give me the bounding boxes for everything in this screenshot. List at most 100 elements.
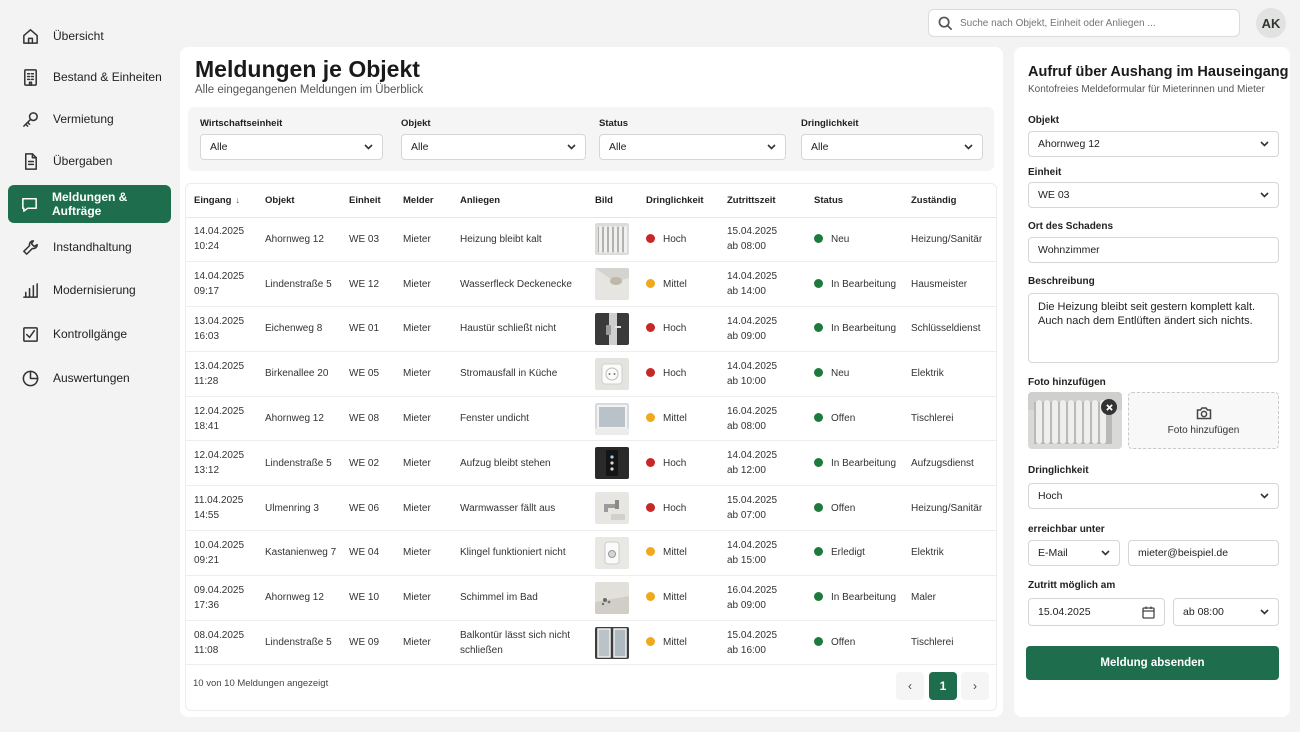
column-header-eingang[interactable]: Eingang ↓ <box>186 184 257 218</box>
table-row[interactable]: 12.04.2025 18:41 Ahornweg 12 WE 08 Mieter Fen… <box>186 396 996 442</box>
ort-input[interactable]: Wohnzimmer <box>1028 237 1279 263</box>
cell-bild[interactable] <box>587 575 638 621</box>
sidebar-item-uebergaben[interactable]: Übergaben <box>8 142 171 180</box>
search-input[interactable] <box>960 17 1230 29</box>
column-header-status[interactable]: Status <box>806 184 903 218</box>
cell-eingang: 12.04.2025 18:41 <box>186 396 257 442</box>
cell-eingang: 14.04.2025 09:17 <box>186 261 257 308</box>
pagination-prev-button[interactable]: ‹ <box>896 672 924 700</box>
contact-email-input[interactable]: mieter@beispiel.de <box>1128 540 1279 566</box>
cell-bild[interactable] <box>587 530 638 576</box>
table-row[interactable]: 14.04.2025 10:24 Ahornweg 12 WE 03 Mieter Hei… <box>186 217 996 263</box>
zutritt-time-select[interactable]: ab 08:00 <box>1173 598 1279 626</box>
table-row[interactable]: 13.04.2025 11:28 Birkenallee 20 WE 05 Mieter… <box>186 351 996 397</box>
sidebar-item-label: Vermietung <box>53 112 114 126</box>
cell-bild[interactable] <box>587 351 638 397</box>
mold-thumbnail[interactable] <box>595 581 638 614</box>
zutritt-date-input[interactable]: 15.04.2025 <box>1028 598 1165 626</box>
cell-objekt: Birkenallee 20 <box>257 351 341 397</box>
cell-zutrittszeit: 14.04.2025 ab 12:00 <box>719 440 806 487</box>
objekt-select[interactable]: Ahornweg 12 <box>1028 131 1279 157</box>
table-row[interactable]: 09.04.2025 17:36 Ahornweg 12 WE 10 Mieter Sch… <box>186 575 996 621</box>
column-header-objekt[interactable]: Objekt <box>257 184 341 218</box>
filter-label: Objekt <box>401 118 431 129</box>
cell-bild[interactable] <box>587 485 638 532</box>
building-icon <box>20 67 40 87</box>
doorbell-thumbnail[interactable] <box>595 536 638 569</box>
ceiling-thumbnail[interactable] <box>595 268 638 301</box>
cell-anliegen: Heizung bleibt kalt <box>452 217 587 263</box>
submit-report-button[interactable]: Meldung absenden <box>1026 646 1279 680</box>
cell-melder: Mieter <box>395 620 452 666</box>
sidebar-item-uebersicht[interactable]: Übersicht <box>8 17 171 55</box>
cell-dringlichkeit: Hoch <box>638 440 719 487</box>
column-header-melder[interactable]: Melder <box>395 184 452 218</box>
cell-einheit: WE 12 <box>341 261 395 308</box>
cell-zutrittszeit: 14.04.2025 ab 15:00 <box>719 530 806 576</box>
select-value: ab 08:00 <box>1183 606 1224 618</box>
cell-bild[interactable] <box>587 217 638 263</box>
sidebar-item-bestand[interactable]: Bestand & Einheiten <box>8 58 171 96</box>
chevron-down-icon <box>1260 493 1269 499</box>
calendar-icon[interactable] <box>1142 606 1155 619</box>
cell-status: In Bearbeitung <box>806 575 903 621</box>
cell-zutrittszeit: 16.04.2025 ab 09:00 <box>719 575 806 621</box>
dringlichkeit-select[interactable]: Hoch <box>1028 483 1279 509</box>
remove-photo-button[interactable] <box>1101 399 1117 415</box>
pagination-page-button[interactable]: 1 <box>929 672 957 700</box>
sidebar-item-kontrollgaenge[interactable]: Kontrollgänge <box>8 315 171 353</box>
pagination-next-button[interactable]: › <box>961 672 989 700</box>
chevron-down-icon <box>364 144 373 150</box>
table-row[interactable]: 12.04.2025 13:12 Lindenstraße 5 WE 02 Mieter… <box>186 440 996 487</box>
contact-type-select[interactable]: E-Mail <box>1028 540 1120 566</box>
filter-objekt-select[interactable]: Alle <box>401 134 586 160</box>
column-header-dringlichkeit[interactable]: Dringlichkeit <box>638 184 719 218</box>
filter-wirtschaftseinheit-select[interactable]: Alle <box>200 134 383 160</box>
sidebar-item-vermietung[interactable]: Vermietung <box>8 100 171 138</box>
sidebar-item-meldungen[interactable]: Meldungen & Aufträge <box>8 185 171 223</box>
search-bar[interactable] <box>928 9 1240 37</box>
einheit-select[interactable]: WE 03 <box>1028 182 1279 208</box>
cell-einheit: WE 01 <box>341 306 395 352</box>
sidebar-item-auswertungen[interactable]: Auswertungen <box>8 359 171 397</box>
column-header-anliegen[interactable]: Anliegen <box>452 184 587 218</box>
table-row[interactable]: 10.04.2025 09:21 Kastanienweg 7 WE 04 Mieter… <box>186 530 996 576</box>
beschreibung-textarea[interactable]: Die Heizung bleibt seit gestern komplett… <box>1028 293 1279 363</box>
socket-thumbnail[interactable] <box>595 357 638 390</box>
sidebar-item-label: Übergaben <box>53 154 113 168</box>
cell-bild[interactable] <box>587 440 638 487</box>
balcony-door-thumbnail[interactable] <box>595 626 638 659</box>
door-thumbnail[interactable] <box>595 312 638 345</box>
table-footer-count: 10 von 10 Meldungen angezeigt <box>193 678 329 689</box>
radiator-thumbnail[interactable] <box>595 223 638 256</box>
cell-bild[interactable] <box>587 620 638 666</box>
filter-status: Status Alle <box>599 118 786 160</box>
dringlichkeit-label: Dringlichkeit <box>1028 465 1089 476</box>
add-photo-button[interactable]: Foto hinzufügen <box>1128 392 1279 449</box>
cell-eingang: 10.04.2025 09:21 <box>186 530 257 576</box>
faucet-thumbnail[interactable] <box>595 492 638 525</box>
table-row[interactable]: 13.04.2025 16:03 Eichenweg 8 WE 01 Mieter Hau… <box>186 306 996 352</box>
table-row[interactable]: 14.04.2025 09:17 Lindenstraße 5 WE 12 Mieter… <box>186 261 996 308</box>
urgency-dot <box>646 278 655 288</box>
cell-bild[interactable] <box>587 261 638 308</box>
column-header-zutrittszeit[interactable]: Zutrittszeit <box>719 184 806 218</box>
window-thumbnail[interactable] <box>595 402 638 435</box>
table-row[interactable]: 08.04.2025 11:08 Lindenstraße 5 WE 09 Mieter… <box>186 620 996 666</box>
uploaded-photo-radiator <box>1028 392 1122 449</box>
cell-bild[interactable] <box>587 396 638 442</box>
filter-status-select[interactable]: Alle <box>599 134 786 160</box>
sidebar-item-label: Kontrollgänge <box>53 327 128 341</box>
avatar[interactable]: AK <box>1256 8 1286 38</box>
elevator-thumbnail[interactable] <box>595 447 638 480</box>
cell-objekt: Eichenweg 8 <box>257 306 341 352</box>
sidebar-item-instandhaltung[interactable]: Instandhaltung <box>8 228 171 266</box>
column-header-zustaendig[interactable]: Zuständig <box>903 184 996 218</box>
table-row[interactable]: 11.04.2025 14:55 Ulmenring 3 WE 06 Mieter War… <box>186 485 996 532</box>
cell-bild[interactable] <box>587 306 638 352</box>
cell-anliegen: Klingel funktioniert nicht <box>452 530 587 576</box>
filter-dringlichkeit-select[interactable]: Alle <box>801 134 983 160</box>
column-header-einheit[interactable]: Einheit <box>341 184 395 218</box>
page-title: Meldungen je Objekt <box>195 56 420 82</box>
sidebar-item-modernisierung[interactable]: Modernisierung <box>8 271 171 309</box>
